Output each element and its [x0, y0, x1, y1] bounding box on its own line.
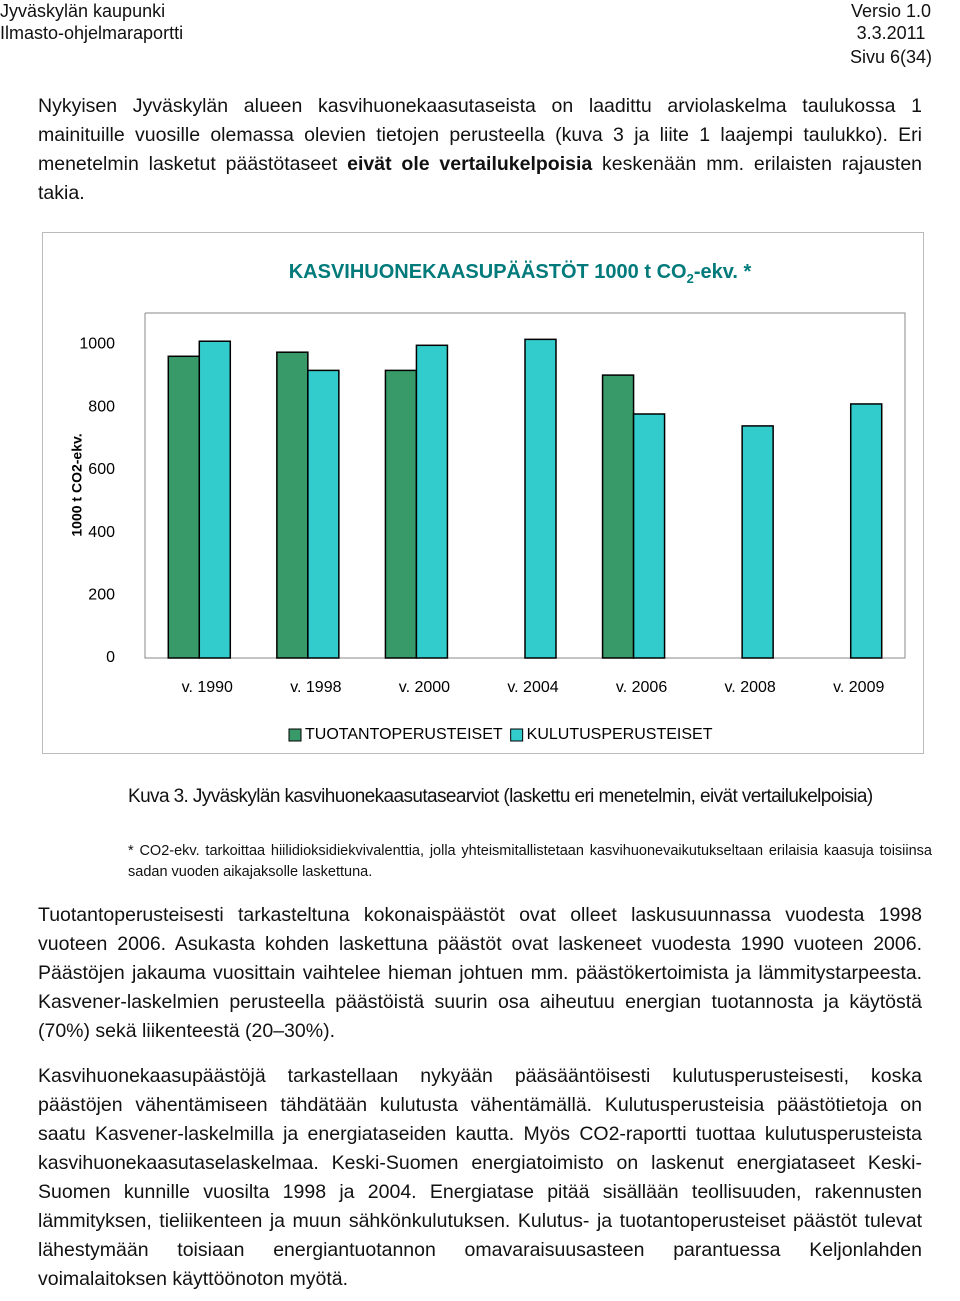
organization: Jyväskylän kaupunki: [0, 1, 166, 21]
text: Nykyisen Jyväskylän alueen kasvihuonekaa…: [38, 95, 922, 175]
legend-swatch: [288, 728, 302, 742]
x-tick-label: v. 1998: [290, 679, 341, 696]
bar: [276, 351, 309, 659]
body-paragraph: Kasvihuonekaasupäästöjä tarkastellaan ny…: [38, 1065, 922, 1290]
axis-frame: [144, 312, 906, 659]
chart: KASVIHUONEKAASUPÄÄSTÖT 1000 t CO2-ekv. *…: [42, 232, 924, 754]
y-tick-label: 400: [88, 524, 115, 541]
y-axis-label: 1000 t CO2-ekv.: [69, 433, 85, 536]
body-paragraph: Tuotantoperusteisesti tarkasteltuna koko…: [38, 904, 922, 1042]
emphasis: eivät ole vertailukelpoisia: [347, 153, 593, 175]
bar: [632, 413, 666, 659]
x-tick-label: v. 2009: [833, 679, 884, 696]
x-tick-label: v. 2004: [507, 679, 558, 696]
bar: [415, 344, 449, 659]
bar: [601, 374, 635, 659]
bar: [307, 369, 340, 659]
page-number: Sivu 6(34): [849, 47, 932, 67]
x-tick-label: v. 1990: [182, 679, 233, 696]
bar: [384, 369, 418, 659]
x-tick-label: v. 2006: [616, 679, 667, 696]
y-tick-label: 1000: [79, 336, 115, 353]
bar: [524, 338, 557, 659]
bar: [741, 425, 774, 659]
title-part: KASVIHUONEKAASUPÄÄSTÖT 1000 t CO: [289, 260, 687, 283]
y-tick-label: 800: [88, 398, 115, 415]
text: keskenään mm. erilaisten rajausten takia…: [38, 153, 923, 204]
bar: [167, 355, 201, 659]
legend-label: KULUTUSPERUSTEISET: [527, 726, 713, 743]
report-name: Ilmasto-ohjelmaraportti: [0, 23, 184, 43]
header-left: Jyväskylän kaupunki Ilmasto-ohjelmarapor…: [0, 0, 183, 44]
date: 3.3.2011: [856, 23, 926, 43]
bar: [198, 340, 232, 659]
y-tick-label: 0: [106, 649, 115, 666]
version: Versio 1.0: [850, 1, 931, 21]
chart-title: KASVIHUONEKAASUPÄÄSTÖT 1000 t CO2-ekv. *: [289, 260, 752, 286]
y-tick-label: 200: [88, 586, 115, 603]
legend-label: TUOTANTOPERUSTEISET: [305, 726, 503, 743]
header-right: Versio 1.0 3.3.2011 Sivu 6(34): [850, 0, 932, 68]
footnote: * CO2-ekv. tarkoittaa hiilidioksidiekviv…: [128, 843, 932, 880]
y-tick-label: 600: [88, 461, 115, 478]
x-tick-label: v. 2000: [399, 679, 450, 696]
figure-caption: Kuva 3. Jyväskylän kasvihuonekaasutasear…: [128, 786, 873, 807]
title-subscript: 2: [687, 271, 694, 286]
legend-swatch: [510, 728, 524, 742]
intro-paragraph: Nykyisen Jyväskylän alueen kasvihuonekaa…: [38, 92, 922, 208]
x-tick-label: v. 2008: [724, 679, 775, 696]
title-part: -ekv. *: [694, 261, 752, 283]
bar: [849, 403, 883, 659]
